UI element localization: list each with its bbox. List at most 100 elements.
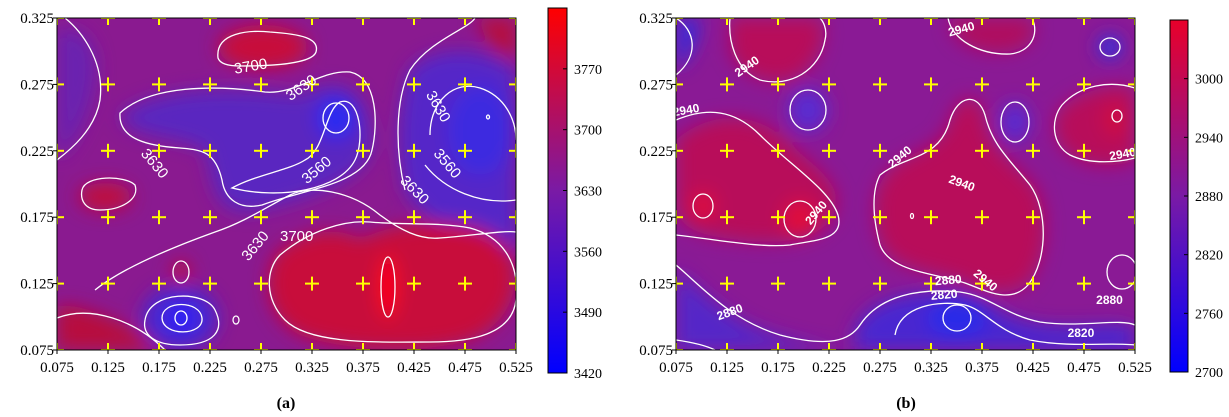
sample-marker	[407, 343, 421, 350]
colorbar-tick-label: 3700	[574, 124, 602, 139]
panel-b-contour-line	[1053, 83, 1135, 163]
panel-b-contour-line	[676, 339, 716, 350]
sample-marker	[1128, 143, 1135, 158]
panel-b-contour-line	[789, 89, 827, 131]
contour-label: 2940	[672, 101, 701, 119]
sample-marker	[101, 276, 115, 291]
sample-marker	[203, 343, 217, 350]
colorbar-tick-label: 3630	[574, 185, 602, 200]
panel-a-frame	[56, 17, 517, 351]
x-tick-label: 0.325	[295, 360, 329, 376]
sample-marker	[101, 143, 115, 158]
panel-b-contours	[676, 18, 1135, 350]
panel-a-red-region-corner	[57, 305, 160, 350]
sample-marker	[924, 143, 938, 158]
panel-b-red-region-center	[874, 97, 1045, 292]
sample-marker	[57, 276, 64, 291]
sample-marker	[873, 143, 887, 158]
panel-b-sample-markers	[676, 18, 1135, 350]
panel-b-contour-line	[1099, 37, 1121, 57]
sample-marker	[57, 77, 64, 92]
sample-marker	[458, 210, 472, 225]
sample-marker	[924, 276, 938, 291]
sample-marker	[676, 143, 683, 158]
panel-a-contour-line	[143, 295, 220, 346]
colorbar-tick-label: 3490	[574, 306, 602, 321]
panel-b-contour-line	[942, 304, 972, 332]
y-tick-label: 0.125	[639, 277, 673, 293]
sample-marker	[203, 143, 217, 158]
sample-marker	[1026, 276, 1040, 291]
sample-marker	[873, 18, 887, 25]
sample-marker	[720, 343, 734, 350]
sample-marker	[101, 18, 115, 25]
sample-marker	[254, 276, 268, 291]
sample-marker	[254, 143, 268, 158]
panel-a-x-axis: 0.075 0.125 0.175 0.225 0.275 0.325 0.375 0.425…	[40, 350, 533, 376]
panel-b-blue-region-bottom	[855, 293, 1135, 350]
colorbar-tick-label: 3770	[574, 63, 602, 78]
sample-marker	[771, 18, 785, 25]
sample-marker	[356, 18, 370, 25]
sample-marker	[975, 18, 989, 25]
panel-b-contour-line	[909, 212, 915, 220]
panel-a-contour-line	[232, 315, 240, 325]
panel-b-contour-line	[783, 200, 817, 238]
sample-marker	[676, 77, 683, 92]
panel-a-contour-line	[57, 18, 102, 161]
panel-b-blue-region-bottom-left	[676, 270, 880, 350]
sample-marker	[720, 18, 734, 25]
panel-b-red-spot-center	[783, 200, 817, 238]
panel-b-x-axis: 0.075 0.125 0.175 0.225 0.275 0.325 0.375 0.425…	[659, 350, 1152, 376]
panel-a-blue-spot-bottom-core	[168, 305, 194, 331]
y-tick-label: 0.275	[639, 77, 673, 93]
panel-b-colorbar: 2700 2760 2820 2880 2940 3000	[1169, 19, 1223, 381]
sample-marker	[771, 343, 785, 350]
panel-b-blue-spot-1	[788, 88, 828, 132]
x-tick-label: 0.175	[142, 360, 176, 376]
sample-marker	[356, 343, 370, 350]
panel-b-contour-line	[1111, 109, 1123, 123]
colorbar-tick-label: 3000	[1195, 73, 1223, 88]
sample-marker	[458, 343, 472, 350]
sample-marker	[873, 210, 887, 225]
panel-a-contours	[57, 18, 516, 350]
x-tick-label: 0.275	[863, 360, 897, 376]
sample-marker	[509, 77, 516, 92]
panel-b-field	[676, 18, 1135, 350]
panel-b-caption: (b)	[896, 395, 916, 412]
sample-marker	[254, 210, 268, 225]
sample-marker	[305, 77, 319, 92]
panel-b-contour-line	[676, 264, 1135, 343]
panel-a-contour-line	[94, 189, 516, 291]
contour-label: 2880	[1096, 293, 1123, 307]
sample-marker	[1077, 143, 1091, 158]
panel-b-colorbar-ticks: 2700 2760 2820 2880 2940 3000	[1184, 73, 1223, 381]
sample-marker	[1026, 143, 1040, 158]
sample-marker	[356, 210, 370, 225]
panel-b-blue-region-corner	[676, 18, 700, 70]
sample-marker	[975, 343, 989, 350]
panel-b-contour-line	[894, 302, 1135, 346]
y-tick-label: 0.075	[20, 343, 54, 359]
y-tick-label: 0.225	[639, 144, 673, 160]
panel-a-red-spot-left	[78, 183, 132, 211]
sample-marker	[822, 210, 836, 225]
sample-marker	[720, 77, 734, 92]
y-tick-label: 0.175	[20, 210, 54, 226]
sample-marker	[509, 143, 516, 158]
sample-marker	[1026, 18, 1040, 25]
panel-b-blue-spot-3	[1098, 35, 1122, 59]
panel-a-sample-markers	[57, 18, 516, 350]
sample-marker	[407, 77, 421, 92]
panel-a-field	[57, 18, 516, 350]
panel-a-contour-line	[230, 100, 361, 194]
y-tick-label: 0.175	[639, 210, 673, 226]
panel-a-contour-line	[424, 164, 516, 202]
colorbar-tick-label: 2940	[1195, 131, 1223, 146]
colorbar-tick-label: 3420	[574, 367, 602, 382]
